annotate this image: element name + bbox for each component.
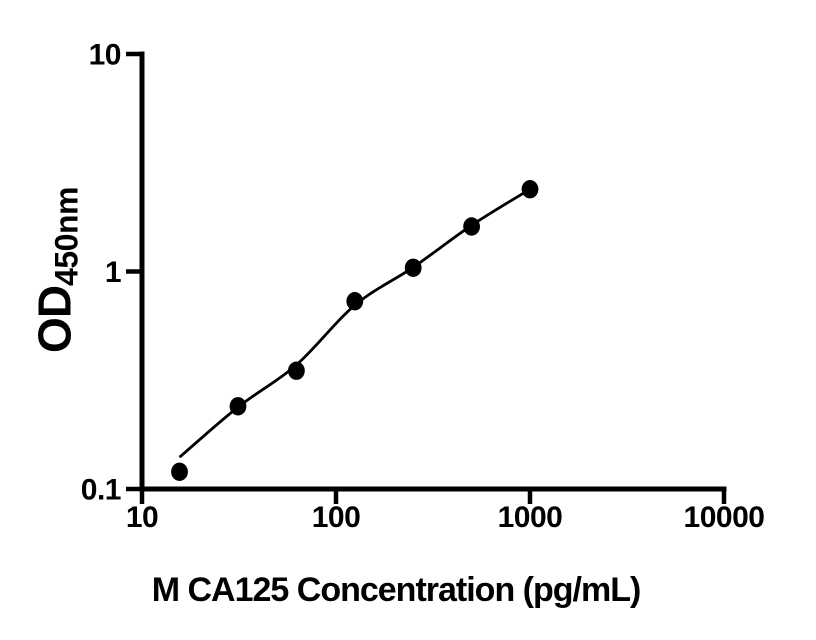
x-tick-label: 1000 xyxy=(498,501,563,534)
data-point xyxy=(346,292,364,311)
y-axis-title-main: OD xyxy=(28,285,81,353)
data-point xyxy=(171,462,188,481)
data-point xyxy=(229,397,247,416)
x-tick-label: 10000 xyxy=(684,501,765,534)
data-point xyxy=(521,180,539,199)
y-tick-label: 10 xyxy=(89,39,121,72)
y-axis-title: OD450nm xyxy=(28,187,85,353)
data-point xyxy=(463,217,480,236)
y-tick-label: 0.1 xyxy=(81,474,121,507)
y-axis-title-subscript: 450nm xyxy=(48,187,85,286)
y-tick-label: 1 xyxy=(105,256,121,289)
x-tick-label: 100 xyxy=(312,501,361,534)
x-tick-label: 10 xyxy=(126,501,158,534)
x-axis-title: M CA125 Concentration (pg/mL) xyxy=(151,571,642,609)
data-point xyxy=(288,361,305,380)
data-point xyxy=(404,258,422,277)
